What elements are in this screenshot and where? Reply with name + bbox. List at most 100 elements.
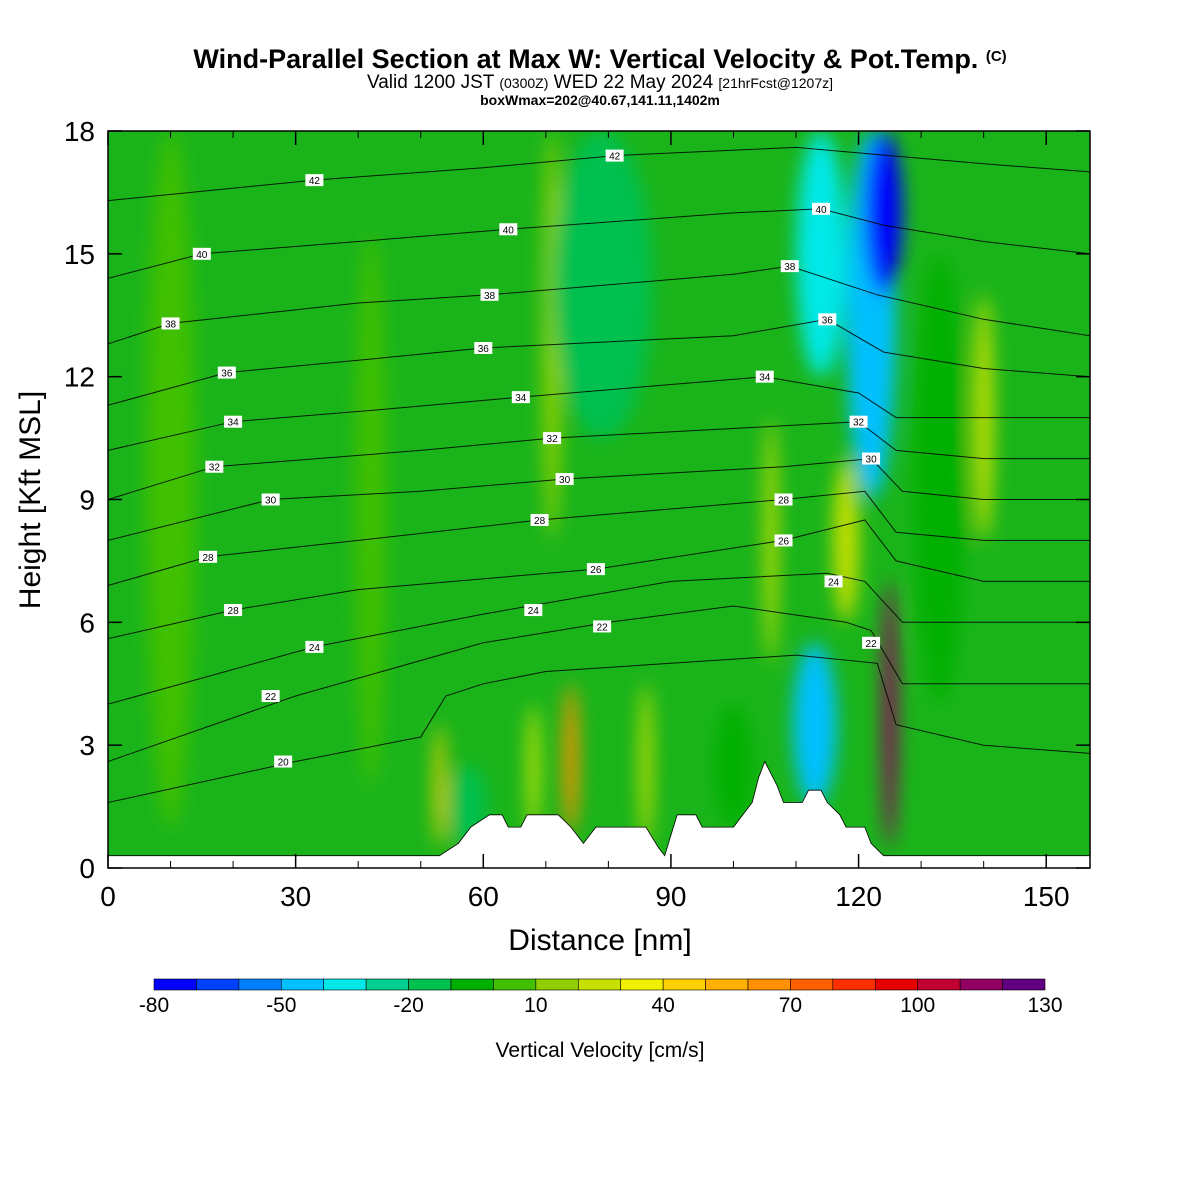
contour-label: 34	[755, 370, 774, 384]
colorbar-swatch	[450, 978, 494, 991]
contour-label-text: 38	[165, 319, 177, 330]
colorbar-swatch	[153, 978, 197, 991]
contour-label-text: 38	[484, 291, 496, 302]
contour-label: 42	[605, 149, 624, 163]
contour-label: 20	[274, 755, 293, 769]
contour-label: 40	[812, 202, 831, 216]
contour-label-text: 22	[597, 622, 609, 633]
contour-label-text: 36	[478, 344, 490, 355]
contour-label: 30	[862, 452, 881, 466]
contour-label: 24	[524, 604, 543, 617]
contour-label: 26	[774, 534, 793, 547]
contour-label-text: 42	[609, 152, 621, 163]
colorbar-label: Vertical Velocity [cm/s]	[496, 1039, 705, 1062]
theta-contour	[108, 421, 1090, 500]
contour-label: 38	[161, 317, 180, 330]
colorbar-tick-label: 130	[1027, 994, 1062, 1017]
contour-label-text: 20	[278, 758, 290, 769]
contour-label-text: 28	[228, 606, 240, 617]
colorbar-swatch	[577, 978, 622, 991]
velocity-feature	[792, 642, 837, 807]
x-tick-label: 0	[100, 881, 116, 912]
colorbar-swatch	[493, 978, 537, 991]
colorbar-swatch	[238, 978, 282, 991]
contour-label-text: 36	[822, 315, 834, 326]
colorbar-swatch	[1002, 978, 1046, 991]
chart-subtitle: Valid 1200 JST (0300Z) WED 22 May 2024 […	[0, 72, 1200, 94]
colorbar-swatch	[662, 978, 706, 991]
theta-contour	[108, 458, 1090, 541]
contour-label: 28	[530, 513, 549, 527]
colorbar-swatch	[365, 978, 409, 991]
terrain-mask	[108, 760, 1090, 868]
contour-label: 22	[261, 690, 280, 703]
velocity-feature	[714, 704, 753, 828]
x-tick-label: 120	[835, 881, 882, 912]
colorbar-swatch	[959, 978, 1003, 991]
contour-label-text: 36	[221, 369, 233, 380]
y-tick-label: 0	[79, 853, 95, 884]
contour-label-text: 30	[265, 496, 277, 507]
contour-label-text: 40	[503, 225, 515, 236]
valid-utc: (0300Z)	[499, 75, 549, 91]
contour-label: 40	[499, 223, 518, 236]
contour-label-text: 40	[196, 250, 208, 261]
chart-title: Wind-Parallel Section at Max W: Vertical…	[0, 44, 1200, 75]
contour-label-text: 38	[784, 262, 796, 273]
y-tick-label: 15	[64, 239, 95, 270]
velocity-feature	[639, 683, 653, 848]
theta-contour	[108, 265, 1090, 345]
y-tick-label: 9	[79, 485, 95, 516]
box-info: boxWmax=202@40.67,141.11,1402m	[480, 92, 720, 108]
contour-label: 40	[192, 247, 211, 261]
velocity-feature	[796, 131, 847, 377]
contour-label: 28	[774, 493, 793, 507]
theta-contour	[108, 605, 1090, 762]
velocity-feature	[882, 581, 898, 848]
colorbar-swatch	[832, 978, 876, 991]
contour-label-text: 28	[778, 496, 790, 507]
colorbar-swatch	[705, 978, 749, 991]
x-tick-label: 30	[280, 881, 311, 912]
colorbar-swatch	[747, 978, 791, 991]
contour-labels: 42 42 40 40 40 38 38 38 36 36 36 34 34 34 32 32 32 30 30 30…	[161, 149, 881, 769]
contour-label-text: 32	[547, 434, 559, 445]
colorbar-tick-label: -20	[393, 994, 423, 1017]
x-axis-label: Distance [nm]	[508, 924, 691, 957]
velocity-feature	[528, 704, 539, 836]
contour-label-text: 22	[866, 639, 878, 650]
contour-label: 32	[543, 432, 562, 445]
contour-label-text: 24	[309, 643, 321, 654]
contour-label-text: 24	[528, 606, 540, 617]
theta-contour	[108, 146, 1090, 202]
y-tick-label: 12	[64, 362, 95, 393]
velocity-feature	[833, 458, 859, 623]
contour-label-text: 26	[590, 565, 602, 576]
contour-label: 24	[305, 640, 324, 654]
contour-label-text: 34	[228, 418, 240, 429]
contour-label-text: 24	[828, 577, 840, 588]
plot-area: 42 42 40 40 40 38 38 38 36 36 36 34 34 34 32 32 32 30 30 30…	[108, 131, 1090, 868]
theta-contour	[108, 318, 1090, 406]
contour-label: 28	[224, 604, 243, 617]
colorbar-swatch	[620, 978, 664, 991]
copyright-mark: (C)	[985, 48, 1007, 65]
forecast-info: [21hrFcst@1207z]	[718, 75, 834, 91]
title-main: Wind-Parallel Section at Max W: Vertical…	[193, 44, 979, 74]
contour-label-text: 26	[778, 536, 790, 547]
y-tick-label: 6	[79, 607, 95, 638]
contour-label-text: 32	[209, 463, 221, 474]
contour-label-text: 30	[559, 475, 571, 486]
contour-label-text: 40	[815, 205, 827, 216]
colorbar-tick-label: -50	[266, 994, 296, 1017]
velocity-field	[145, 131, 994, 848]
contour-label-text: 32	[853, 418, 865, 429]
colorbar-tick-label: 40	[651, 994, 674, 1017]
theta-contour	[108, 654, 1090, 803]
valid-prefix: Valid 1200 JST	[366, 72, 495, 93]
colorbar-tick-label: 100	[900, 994, 935, 1017]
contour-label: 42	[305, 174, 324, 187]
colorbar-tick-label: 70	[779, 994, 802, 1017]
